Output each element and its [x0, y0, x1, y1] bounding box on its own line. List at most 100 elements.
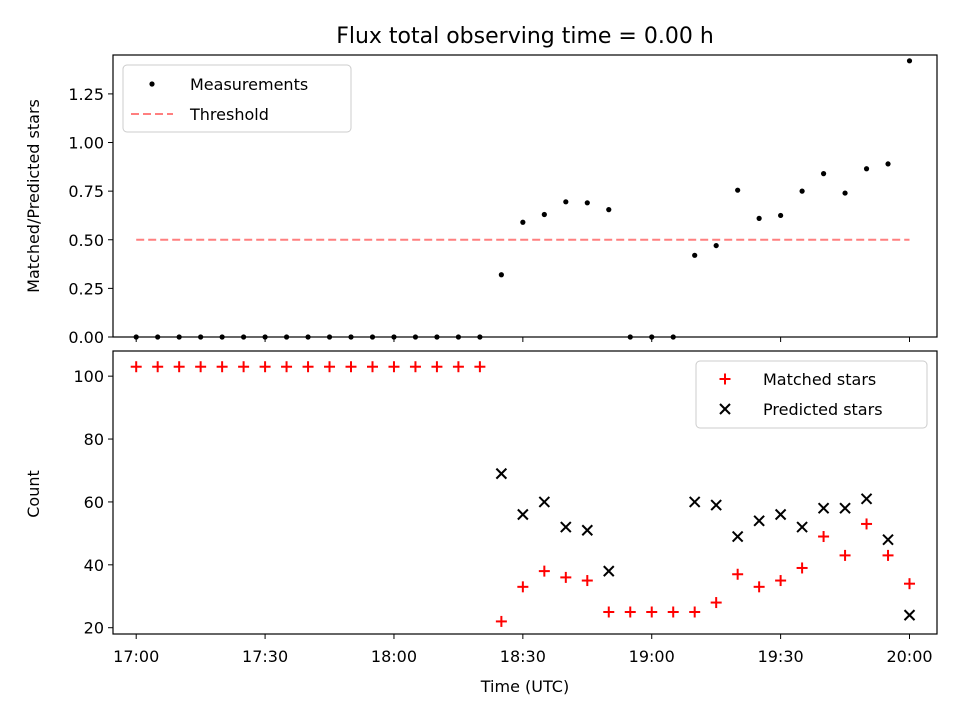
x-tick-label: 19:30	[758, 647, 804, 666]
matched-star-point	[624, 606, 636, 618]
axes-frame	[112, 54, 938, 338]
measurement-point	[541, 211, 547, 218]
predicted-star-point	[731, 530, 744, 543]
matched-star-point	[839, 549, 851, 561]
measurement-point	[692, 252, 698, 258]
measurement-point	[799, 188, 805, 194]
measurement-point	[455, 334, 462, 340]
measurement-point	[498, 272, 504, 278]
measurement-point	[520, 219, 526, 225]
measurement-point	[670, 334, 676, 340]
measurement-point	[649, 334, 655, 340]
measurement-point	[820, 171, 827, 177]
y-tick-label: 1.25	[68, 85, 104, 104]
measurement-point	[584, 200, 590, 206]
y-tick-label: 1.00	[68, 134, 104, 153]
y-tick-label: 60	[84, 493, 104, 512]
legend-measurements-marker	[149, 81, 155, 87]
predicted-star-point	[581, 524, 594, 536]
legend-matched-marker	[719, 373, 731, 385]
legend-top: Measurements Threshold	[122, 64, 352, 133]
measurement-point	[842, 190, 848, 196]
y-tick-label: 0.00	[68, 328, 104, 347]
predicted-star-point	[603, 565, 615, 577]
matched-star-point	[173, 361, 185, 373]
measurement-point	[627, 334, 633, 340]
y-tick-label: 100	[73, 367, 104, 386]
matched-star-point	[775, 575, 787, 587]
x-tick-label: 18:00	[371, 647, 417, 666]
y-tick-label: 0.25	[68, 279, 104, 298]
y-tick-label: 0.75	[68, 182, 104, 201]
legend-predicted-marker	[719, 403, 731, 415]
x-tick-label: 18:30	[500, 647, 546, 666]
plot-panel-count: 20 40 60 80 100 17:00 17:30 18:00 18:30 19:00 19:3…	[73, 350, 938, 666]
axes-frame	[112, 350, 938, 635]
measurement-point	[326, 334, 333, 340]
matched-star-point	[302, 361, 314, 373]
legend-measurements-label: Measurements	[190, 75, 308, 94]
matched-star-point	[646, 606, 658, 618]
measurement-point	[863, 166, 870, 172]
matched-star-point	[238, 361, 250, 373]
matched-star-point	[409, 361, 421, 373]
matched-star-point	[861, 518, 873, 530]
predicted-star-point	[688, 496, 701, 508]
matched-star-point	[281, 361, 293, 373]
measurement-point	[391, 334, 397, 340]
predicted-star-point	[710, 499, 722, 511]
predicted-star-point	[903, 609, 916, 621]
y-tick-label: 0.50	[68, 231, 104, 250]
matched-star-point	[345, 361, 357, 373]
matched-star-point	[796, 562, 808, 574]
matched-star-point	[581, 575, 593, 587]
matched-star-point	[130, 361, 142, 373]
y-tick-label: 20	[84, 619, 104, 638]
matched-star-point	[195, 361, 207, 373]
matched-star-point	[560, 571, 572, 583]
measurement-point	[735, 187, 741, 193]
x-tick-label: 17:00	[113, 647, 159, 666]
x-axis-label: Time (UTC)	[480, 677, 569, 696]
matched-star-point	[710, 597, 722, 609]
legend-bottom: Matched stars Predicted stars	[695, 360, 928, 429]
measurement-point	[369, 334, 376, 340]
matched-star-point	[732, 568, 744, 580]
predicted-star-point	[560, 521, 572, 533]
predicted-star-point	[517, 508, 529, 521]
predicted-star-point	[538, 496, 551, 508]
matched-star-point	[324, 361, 336, 373]
predicted-star-point	[753, 515, 765, 527]
matched-star-point	[152, 361, 164, 373]
y-tick-label: 80	[84, 430, 104, 449]
matched-star-point	[216, 361, 228, 373]
x-tick-label: 20:00	[886, 647, 932, 666]
measurement-point	[283, 334, 290, 340]
matched-star-point	[517, 581, 529, 593]
measurement-point	[756, 215, 762, 221]
measurement-point	[906, 58, 913, 64]
predicted-star-point	[882, 533, 894, 546]
matched-star-point	[689, 606, 701, 618]
predicted-star-point	[796, 521, 808, 533]
matched-star-point	[667, 606, 679, 618]
predicted-star-point	[495, 467, 508, 480]
matched-star-point	[904, 578, 916, 590]
chart-title: Flux total observing time = 0.00 h	[336, 24, 714, 49]
measurement-point	[198, 334, 204, 340]
measurement-point	[412, 334, 419, 340]
measurement-point	[348, 334, 354, 340]
legend-predicted-label: Predicted stars	[763, 400, 883, 419]
measurement-point	[434, 334, 440, 340]
plot-panel-ratio: 0.00 0.25 0.50 0.75 1.00 1.25 Measurements Thre…	[68, 54, 938, 347]
matched-star-point	[452, 361, 464, 373]
y-tick-label: 40	[84, 556, 104, 575]
legend-matched-label: Matched stars	[763, 370, 876, 389]
measurement-point	[155, 334, 161, 340]
x-tick-label: 19:00	[629, 647, 675, 666]
measurement-point	[885, 161, 891, 167]
measurement-point	[778, 212, 784, 219]
matched-star-point	[882, 549, 894, 561]
measurement-point	[262, 334, 268, 340]
